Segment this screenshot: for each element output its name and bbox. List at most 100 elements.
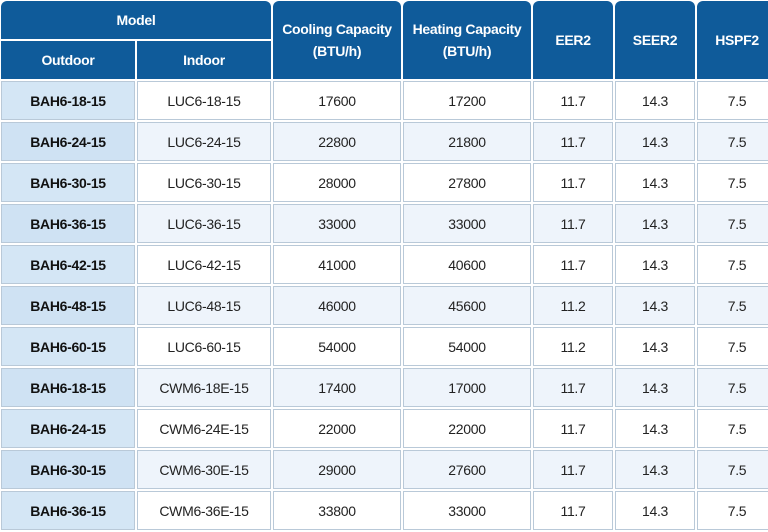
table-row: BAH6-60-15 LUC6-60-15 54000 54000 11.2 14.3 7.…	[1, 327, 768, 366]
cell-seer2: 14.3	[615, 122, 696, 161]
cell-indoor-model: LUC6-24-15	[137, 122, 272, 161]
cell-cooling-capacity: 41000	[273, 245, 402, 284]
cell-cooling-capacity: 17400	[273, 368, 402, 407]
cell-cooling-capacity: 17600	[273, 81, 402, 120]
cell-cooling-capacity: 22800	[273, 122, 402, 161]
table-row: BAH6-24-15 LUC6-24-15 22800 21800 11.7 14.3 7.…	[1, 122, 768, 161]
cell-seer2: 14.3	[615, 368, 696, 407]
cell-hspf2: 7.5	[697, 327, 768, 366]
header-heating-line2: (BTU/h)	[442, 43, 492, 59]
cell-cooling-capacity: 46000	[273, 286, 402, 325]
cell-hspf2: 7.5	[697, 122, 768, 161]
cell-seer2: 14.3	[615, 245, 696, 284]
cell-hspf2: 7.5	[697, 204, 768, 243]
cell-eer2: 11.7	[533, 122, 614, 161]
table-row: BAH6-30-15 CWM6-30E-15 29000 27600 11.7 14.3 7…	[1, 450, 768, 489]
header-cooling-capacity: Cooling Capacity (BTU/h)	[273, 1, 402, 79]
header-row-sub: Outdoor Indoor	[1, 41, 768, 79]
cell-indoor-model: LUC6-30-15	[137, 163, 272, 202]
cell-outdoor-model: BAH6-42-15	[1, 245, 135, 284]
cell-outdoor-model: BAH6-24-15	[1, 122, 135, 161]
cell-cooling-capacity: 33800	[273, 491, 402, 530]
table-row: BAH6-18-15 LUC6-18-15 17600 17200 11.7 14.3 7.…	[1, 81, 768, 120]
cell-seer2: 14.3	[615, 450, 696, 489]
cell-hspf2: 7.5	[697, 245, 768, 284]
cell-outdoor-model: BAH6-30-15	[1, 450, 135, 489]
table-row: BAH6-24-15 CWM6-24E-15 22000 22000 11.7 14.3 7…	[1, 409, 768, 448]
table-row: BAH6-42-15 LUC6-42-15 41000 40600 11.7 14.3 7.…	[1, 245, 768, 284]
cell-seer2: 14.3	[615, 491, 696, 530]
cell-cooling-capacity: 54000	[273, 327, 402, 366]
header-cooling-line1: Cooling Capacity	[282, 21, 392, 37]
cell-hspf2: 7.5	[697, 286, 768, 325]
cell-indoor-model: CWM6-30E-15	[137, 450, 272, 489]
cell-indoor-model: LUC6-48-15	[137, 286, 272, 325]
header-cooling-line2: (BTU/h)	[312, 43, 362, 59]
cell-indoor-model: LUC6-36-15	[137, 204, 272, 243]
cell-hspf2: 7.5	[697, 450, 768, 489]
cell-outdoor-model: BAH6-36-15	[1, 204, 135, 243]
cell-heating-capacity: 27800	[403, 163, 532, 202]
cell-heating-capacity: 33000	[403, 491, 532, 530]
table-header: Model Cooling Capacity (BTU/h) Heating C…	[1, 1, 768, 79]
cell-outdoor-model: BAH6-24-15	[1, 409, 135, 448]
cell-outdoor-model: BAH6-18-15	[1, 81, 135, 120]
cell-eer2: 11.7	[533, 81, 614, 120]
cell-eer2: 11.7	[533, 204, 614, 243]
cell-outdoor-model: BAH6-48-15	[1, 286, 135, 325]
header-heating-line1: Heating Capacity	[412, 21, 522, 37]
cell-heating-capacity: 17000	[403, 368, 532, 407]
cell-heating-capacity: 17200	[403, 81, 532, 120]
cell-outdoor-model: BAH6-18-15	[1, 368, 135, 407]
cell-indoor-model: LUC6-18-15	[137, 81, 272, 120]
cell-hspf2: 7.5	[697, 163, 768, 202]
cell-outdoor-model: BAH6-36-15	[1, 491, 135, 530]
cell-eer2: 11.7	[533, 450, 614, 489]
cell-heating-capacity: 27600	[403, 450, 532, 489]
cell-seer2: 14.3	[615, 163, 696, 202]
table-row: BAH6-18-15 CWM6-18E-15 17400 17000 11.7 14.3 7…	[1, 368, 768, 407]
cell-heating-capacity: 54000	[403, 327, 532, 366]
cell-indoor-model: CWM6-18E-15	[137, 368, 272, 407]
table-row: BAH6-36-15 CWM6-36E-15 33800 33000 11.7 14.3 7…	[1, 491, 768, 530]
header-heating-capacity: Heating Capacity (BTU/h)	[403, 1, 532, 79]
cell-cooling-capacity: 33000	[273, 204, 402, 243]
header-indoor: Indoor	[137, 41, 272, 79]
cell-cooling-capacity: 29000	[273, 450, 402, 489]
cell-indoor-model: CWM6-24E-15	[137, 409, 272, 448]
cell-seer2: 14.3	[615, 204, 696, 243]
cell-eer2: 11.7	[533, 368, 614, 407]
cell-outdoor-model: BAH6-30-15	[1, 163, 135, 202]
cell-heating-capacity: 40600	[403, 245, 532, 284]
cell-seer2: 14.3	[615, 286, 696, 325]
cell-eer2: 11.2	[533, 286, 614, 325]
table-body: BAH6-18-15 LUC6-18-15 17600 17200 11.7 14.3 7.…	[1, 81, 768, 530]
cell-heating-capacity: 22000	[403, 409, 532, 448]
cell-indoor-model: CWM6-36E-15	[137, 491, 272, 530]
header-seer2: SEER2	[615, 1, 696, 79]
header-hspf2: HSPF2	[697, 1, 768, 79]
cell-outdoor-model: BAH6-60-15	[1, 327, 135, 366]
cell-heating-capacity: 45600	[403, 286, 532, 325]
header-outdoor: Outdoor	[1, 41, 135, 79]
cell-eer2: 11.7	[533, 491, 614, 530]
cell-cooling-capacity: 22000	[273, 409, 402, 448]
cell-eer2: 11.7	[533, 163, 614, 202]
table-row: BAH6-30-15 LUC6-30-15 28000 27800 11.7 14.3 7.…	[1, 163, 768, 202]
header-eer2: EER2	[533, 1, 614, 79]
cell-heating-capacity: 33000	[403, 204, 532, 243]
cell-eer2: 11.7	[533, 409, 614, 448]
cell-eer2: 11.2	[533, 327, 614, 366]
table-row: BAH6-48-15 LUC6-48-15 46000 45600 11.2 14.3 7.…	[1, 286, 768, 325]
cell-eer2: 11.7	[533, 245, 614, 284]
cell-hspf2: 7.5	[697, 368, 768, 407]
header-model: Model	[1, 1, 272, 39]
cell-indoor-model: LUC6-42-15	[137, 245, 272, 284]
table-row: BAH6-36-15 LUC6-36-15 33000 33000 11.7 14.3 7.…	[1, 204, 768, 243]
cell-indoor-model: LUC6-60-15	[137, 327, 272, 366]
cell-seer2: 14.3	[615, 81, 696, 120]
header-row-top: Model Cooling Capacity (BTU/h) Heating C…	[1, 1, 768, 79]
cell-hspf2: 7.5	[697, 491, 768, 530]
cell-hspf2: 7.5	[697, 81, 768, 120]
